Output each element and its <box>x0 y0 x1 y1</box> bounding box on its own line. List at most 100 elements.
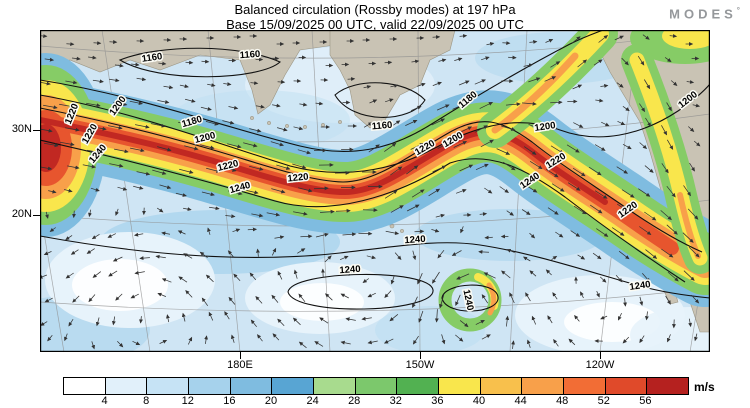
colorbar-tick-label: 12 <box>181 395 194 407</box>
wind-arrow <box>545 269 552 276</box>
modes-logo: MODES° <box>669 6 740 21</box>
wind-arrow <box>114 63 124 68</box>
wind-arrow <box>293 211 308 216</box>
wind-arrow <box>509 292 515 304</box>
wind-arrow <box>88 55 97 60</box>
wind-arrow <box>363 85 372 89</box>
wind-arrow <box>183 253 193 259</box>
wind-arrow <box>621 189 635 198</box>
colorbar-unit: m/s <box>694 380 715 394</box>
wind-arrow <box>342 232 357 237</box>
wind-arrow <box>129 100 144 105</box>
wind-arrow <box>91 233 100 240</box>
wind-arrow <box>454 57 463 62</box>
wind-arrow <box>209 206 220 211</box>
wind-arrow <box>688 318 693 328</box>
wind-arrow <box>64 188 73 193</box>
wind-arrow <box>501 125 516 131</box>
wind-arrow <box>664 57 672 63</box>
wind-arrow <box>418 310 424 323</box>
wind-arrow <box>88 209 92 218</box>
wind-arrow <box>166 314 170 323</box>
wind-arrow <box>596 290 600 298</box>
wind-arrow <box>592 252 602 260</box>
wind-arrow <box>544 122 558 130</box>
wind-arrow <box>44 297 53 303</box>
wind-arrow <box>573 122 584 128</box>
wind-arrow <box>596 228 609 237</box>
wind-arrow <box>643 79 651 90</box>
wind-arrow <box>227 143 242 149</box>
wind-arrow <box>390 275 395 285</box>
wind-arrow <box>95 317 100 327</box>
wind-arrow <box>178 121 193 127</box>
wind-arrow <box>367 340 378 345</box>
wind-arrow <box>293 269 298 279</box>
wind-arrow <box>611 227 625 236</box>
wind-arrow <box>224 311 230 320</box>
wind-arrow <box>552 292 558 300</box>
wind-arrow <box>293 126 304 131</box>
wind-arrow <box>521 209 531 215</box>
wind-arrow <box>65 80 78 85</box>
lat-axis-tick <box>33 129 40 131</box>
wind-arrow <box>271 294 279 303</box>
wind-arrow <box>66 42 75 46</box>
wind-arrow <box>37 81 51 86</box>
contour-label: 1240 <box>404 234 426 246</box>
wind-arrow <box>82 164 97 169</box>
wind-arrow <box>249 128 262 133</box>
wind-arrow <box>459 34 468 38</box>
wind-arrow <box>545 168 559 178</box>
lat-axis-label: 30N <box>11 123 32 135</box>
wind-arrow <box>474 79 486 85</box>
wind-arrow <box>550 100 563 105</box>
wind-arrow <box>179 84 189 89</box>
wind-arrow <box>117 340 124 348</box>
wind-arrow <box>580 291 584 299</box>
wind-arrow <box>108 270 118 277</box>
wind-arrow <box>551 255 558 261</box>
wind-arrow <box>455 334 464 342</box>
lon-axis-label: 180E <box>227 359 253 371</box>
wind-arrow <box>207 83 216 88</box>
colorbar-segment <box>605 378 648 394</box>
wind-arrow <box>233 273 241 282</box>
wind-arrow <box>390 120 401 128</box>
wind-arrow <box>428 188 441 197</box>
wind-arrow <box>139 256 150 261</box>
wind-arrow <box>521 101 537 106</box>
wind-arrow <box>456 273 470 280</box>
wind-arrow <box>599 276 607 283</box>
wind-arrow <box>455 294 461 306</box>
wind-arrow <box>528 77 541 83</box>
wind-arrow <box>431 118 446 126</box>
wind-arrow <box>437 142 452 149</box>
wind-arrow <box>410 105 422 111</box>
wind-arrow <box>486 42 495 46</box>
wind-arrow <box>159 184 172 190</box>
wind-arrow <box>340 340 351 345</box>
wind-arrow <box>484 235 493 240</box>
colorbar-tick-label: 52 <box>597 395 610 407</box>
wind-arrow <box>92 126 107 131</box>
wind-arrow <box>661 125 667 136</box>
wind-arrow <box>136 77 147 82</box>
wind-arrow <box>474 125 488 133</box>
wind-arrow <box>410 143 425 150</box>
chart-subtitle: Base 15/09/2025 00 UTC, valid 22/09/2025… <box>226 16 524 32</box>
wind-arrow <box>256 334 263 342</box>
wind-arrow <box>43 251 52 255</box>
wind-arrow <box>511 340 516 349</box>
wind-arrow <box>666 185 676 198</box>
wind-arrow <box>460 226 464 234</box>
wind-arrow <box>339 255 349 261</box>
colorbar-segment <box>147 378 190 394</box>
wind-arrow <box>480 56 490 61</box>
wind-arrow <box>475 320 485 325</box>
wind-arrow <box>691 294 700 304</box>
wind-arrow <box>40 321 48 326</box>
wind-arrow <box>175 192 187 197</box>
wind-arrow <box>114 148 129 154</box>
wind-arrow <box>385 230 400 235</box>
